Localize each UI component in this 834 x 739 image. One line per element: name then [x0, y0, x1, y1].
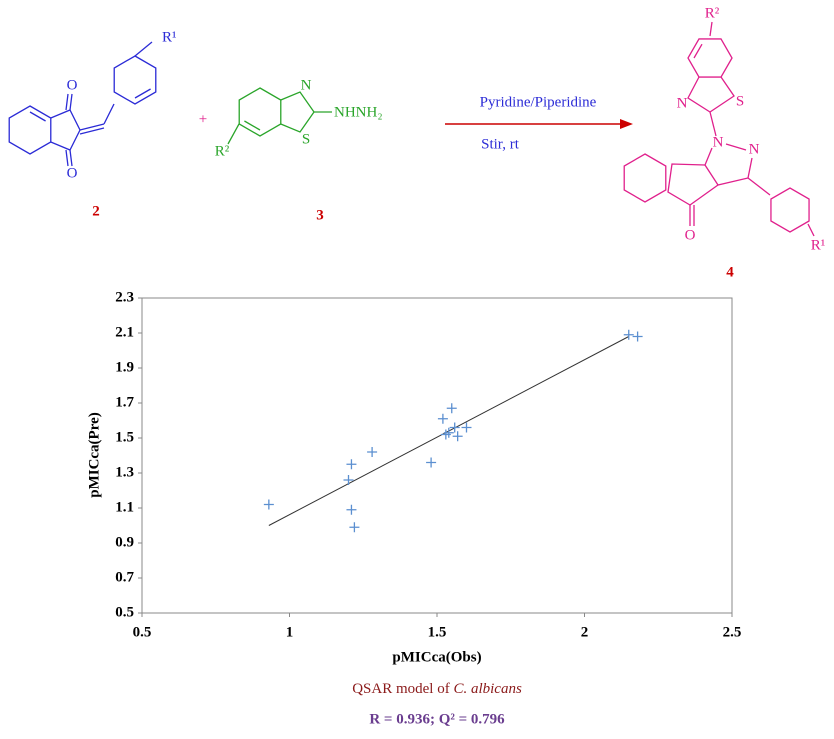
data-point	[263, 499, 274, 510]
bond	[50, 109, 81, 151]
atom-label: R¹	[811, 237, 826, 253]
y-tick-label: 1.1	[115, 499, 134, 515]
atom-label: NHNH₂	[334, 104, 383, 120]
data-point	[426, 457, 437, 468]
atom-label: N	[677, 95, 688, 111]
data-point	[346, 459, 357, 470]
bond	[244, 120, 261, 131]
bond	[709, 111, 717, 137]
atom-label: O	[67, 77, 78, 93]
y-tick-label: 0.7	[115, 569, 134, 585]
y-tick-label: 0.9	[115, 534, 134, 550]
compound-number: 3	[316, 207, 324, 223]
plus-sign: +	[199, 111, 207, 127]
compound-number: 4	[726, 264, 734, 280]
x-axis-label: pMICca(Obs)	[392, 649, 481, 665]
x-tick-label: 1.5	[428, 624, 447, 640]
atom-label: N	[749, 141, 760, 157]
bond	[29, 111, 46, 122]
bond	[747, 177, 771, 196]
bond	[704, 147, 753, 186]
bond	[69, 149, 73, 167]
bond	[65, 149, 69, 167]
y-tick-label: 1.9	[115, 359, 134, 375]
chart-title: QSAR model of C. albicans	[352, 681, 522, 697]
plot-frame	[141, 297, 733, 614]
bond	[807, 223, 815, 237]
bond	[69, 93, 73, 111]
bond	[693, 43, 703, 59]
bond	[103, 103, 115, 125]
data-point	[437, 413, 448, 424]
atom-label: S	[736, 93, 744, 109]
chart-subtitle: R = 0.936; Q² = 0.796	[369, 711, 505, 727]
data-point	[446, 403, 457, 414]
y-tick-label: 2.1	[115, 324, 134, 340]
arrow-head	[620, 119, 633, 129]
compound-number: 2	[92, 203, 100, 219]
title-part: QSAR model of	[352, 681, 450, 697]
bond	[667, 163, 719, 206]
bond	[238, 87, 282, 137]
bond	[623, 153, 667, 203]
data-point	[367, 447, 378, 457]
data-point	[449, 422, 460, 433]
data-point	[349, 522, 360, 533]
atom-label: O	[67, 165, 78, 181]
bond	[79, 123, 105, 131]
data-point	[343, 475, 354, 485]
bond	[227, 123, 240, 145]
atom-label: S	[302, 131, 310, 147]
y-tick-label: 1.3	[115, 464, 134, 480]
atom-label: O	[685, 227, 696, 243]
data-point	[452, 431, 463, 442]
data-point	[346, 504, 357, 515]
bond	[79, 127, 105, 135]
bond	[280, 91, 315, 133]
atom-label: R²	[705, 5, 720, 21]
x-tick-label: 0.5	[133, 624, 152, 640]
bond	[687, 76, 735, 113]
bond	[113, 55, 157, 105]
reagent: Pyridine/Piperidine	[480, 94, 597, 110]
x-tick-label: 2.5	[723, 624, 742, 640]
data-point	[461, 422, 472, 433]
x-tick-label: 1	[286, 624, 294, 640]
data-point	[443, 427, 454, 438]
atom-label: N	[301, 77, 312, 93]
y-tick-label: 1.5	[115, 429, 134, 445]
bond	[65, 93, 69, 111]
bond	[134, 41, 153, 57]
y-tick-label: 1.7	[115, 394, 134, 410]
bond	[770, 187, 810, 233]
x-tick-label: 2	[581, 624, 589, 640]
y-tick-label: 0.5	[115, 604, 134, 620]
atom-label: N	[713, 134, 724, 150]
bond	[709, 21, 713, 37]
y-tick-label: 2.3	[115, 289, 134, 305]
data-point	[632, 331, 643, 342]
bond	[725, 143, 747, 151]
condition: Stir, rt	[481, 136, 520, 152]
bond	[8, 105, 52, 155]
data-point	[623, 329, 634, 340]
bond	[134, 88, 151, 99]
atom-label: R¹	[162, 29, 177, 45]
y-axis-label: pMICca(Pre)	[86, 412, 102, 498]
title-part: C. albicans	[453, 681, 521, 697]
atom-label: R²	[215, 143, 230, 159]
reaction-scheme: R¹ O O 2 + N S R² NHNH₂ 3 Pyridine/Piper…	[8, 5, 826, 280]
